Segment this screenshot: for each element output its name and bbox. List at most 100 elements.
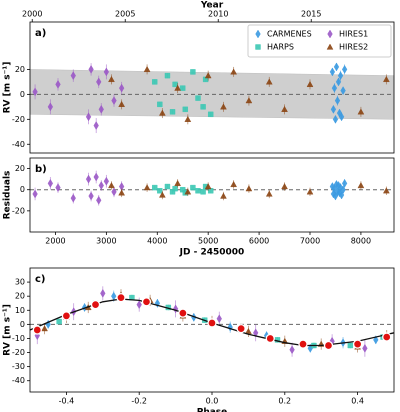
data-point (330, 104, 337, 114)
y-tick-label: -40 (12, 140, 25, 149)
data-point (230, 68, 237, 75)
data-point (108, 75, 115, 82)
data-point (118, 100, 125, 107)
data-point (340, 86, 346, 96)
data-point (204, 72, 212, 79)
panel-label: b) (35, 164, 47, 175)
data-point (119, 83, 125, 93)
data-point (245, 185, 253, 192)
y-tick-label: -30 (12, 362, 25, 371)
y-tick-label: -10 (12, 334, 25, 343)
data-point (340, 185, 346, 195)
data-point (333, 62, 340, 72)
data-point (111, 96, 117, 105)
data-point (32, 87, 38, 97)
data-point (85, 174, 92, 184)
legend-label: HIRES2 (339, 43, 368, 52)
axes-frame (29, 157, 395, 233)
y-tick-label: 0 (20, 90, 25, 99)
data-point (174, 84, 181, 91)
data-point (100, 288, 106, 298)
binned-point (382, 332, 392, 342)
data-point (204, 183, 212, 190)
binned-point (32, 325, 42, 335)
data-point (96, 195, 102, 205)
data-point (208, 188, 214, 194)
data-point (55, 79, 61, 89)
y-tick-label: 0 (20, 320, 25, 329)
data-point (172, 304, 179, 314)
data-point (180, 85, 186, 91)
binned-point (116, 292, 126, 303)
data-point (289, 345, 295, 355)
data-point (184, 188, 192, 195)
data-point (357, 108, 365, 115)
data-point (32, 189, 38, 199)
data-point (157, 101, 163, 108)
data-point (253, 328, 259, 338)
y-axis-title: RV [m s⁻¹] (3, 62, 13, 114)
data-point (332, 114, 339, 124)
x-tick-label: 8000 (351, 237, 371, 246)
data-point (335, 77, 342, 87)
binned-point (236, 323, 246, 334)
data-point (383, 187, 390, 194)
x-tick-label: 0.0 (206, 397, 219, 406)
data-point (331, 83, 338, 93)
x-tick-label: 3000 (96, 237, 116, 246)
data-point (172, 185, 178, 192)
y-tick-label: 20 (15, 164, 25, 173)
legend-label: HARPS (267, 43, 294, 52)
data-point (88, 65, 94, 74)
y-tick-label: 20 (15, 292, 25, 301)
data-point (152, 79, 158, 85)
data-point (265, 190, 273, 197)
x-tick-label: 7000 (300, 237, 320, 246)
data-point (338, 112, 345, 122)
binned-point (141, 297, 152, 307)
data-point (306, 188, 314, 195)
data-point (159, 109, 166, 116)
axes-frame (29, 21, 395, 154)
data-point (230, 181, 237, 188)
binned-point (323, 340, 334, 351)
data-point (143, 65, 151, 73)
data-point (337, 71, 344, 81)
panel-label: c) (35, 274, 46, 285)
data-point (111, 291, 117, 301)
data-point (334, 96, 341, 105)
data-point (329, 67, 336, 77)
data-point (227, 322, 233, 332)
data-point (184, 115, 192, 122)
y-tick-label: -40 (12, 376, 25, 385)
data-point (347, 342, 354, 349)
data-point (70, 71, 76, 81)
data-point (108, 182, 115, 189)
y-tick-label: 20 (15, 65, 25, 74)
data-point (98, 181, 104, 190)
data-point (245, 97, 253, 104)
data-point (182, 106, 188, 113)
data-point (93, 172, 99, 182)
data-point (47, 178, 53, 188)
y-tick-label: -20 (12, 206, 25, 215)
data-point (281, 105, 288, 112)
binned-point (298, 339, 308, 349)
data-point (41, 325, 48, 332)
x-axis-title: Phase (197, 408, 228, 412)
data-point (111, 187, 117, 197)
data-point (195, 95, 201, 101)
x-tick-label: 4000 (147, 237, 167, 246)
data-point (85, 112, 92, 122)
data-point (265, 78, 273, 85)
data-point (220, 103, 227, 110)
data-point (357, 182, 365, 189)
data-point (174, 179, 181, 186)
legend-marker (326, 43, 334, 50)
data-point (190, 69, 196, 75)
legend-label: HIRES1 (339, 30, 368, 39)
data-point (56, 318, 62, 325)
data-point (216, 314, 222, 324)
data-point (98, 104, 104, 114)
